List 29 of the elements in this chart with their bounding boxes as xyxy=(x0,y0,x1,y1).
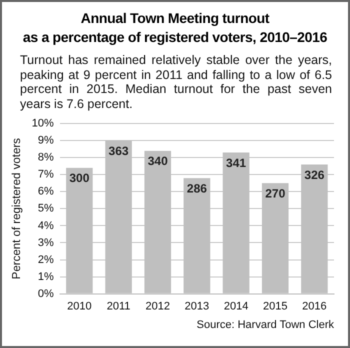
y-tick-label: 1% xyxy=(38,270,54,283)
annotation: 326 xyxy=(304,168,325,182)
y-tick-label: 7% xyxy=(38,168,54,181)
y-tick-label: 10% xyxy=(32,118,54,130)
annotation: 300 xyxy=(69,171,90,186)
annotation: 270 xyxy=(265,186,286,200)
y-tick-label: 5% xyxy=(38,202,54,215)
y-tick-label: 3% xyxy=(38,236,54,249)
x-tick-label: 2011 xyxy=(106,300,130,312)
x-tick-label: 2014 xyxy=(224,300,248,312)
chart-subtitle: Turnout has remained relatively stable over the years, peaking at 9 percent in 2011 and falling to a low of 6.5 percent in 2015. Median turnout for the past seven years is 7.6 percent. xyxy=(20,53,332,111)
annotation: 341 xyxy=(226,156,246,170)
annotation: 286 xyxy=(186,181,208,196)
y-tick-label: 2% xyxy=(38,254,54,266)
x-tick-label: 2012 xyxy=(145,300,170,312)
y-tick-label: 9% xyxy=(38,134,54,147)
y-tick-label: 0% xyxy=(38,288,54,300)
source-note: Source: Harvard Town Clerk xyxy=(196,319,334,331)
x-tick-label: 2016 xyxy=(302,300,327,312)
x-tick-label: 2013 xyxy=(184,300,210,312)
y-tick-label: 4% xyxy=(38,220,54,232)
y-tick-label: 6% xyxy=(38,186,54,198)
y-axis-title: Percent of registered voters xyxy=(11,138,24,280)
x-tick-label: 2015 xyxy=(263,300,288,312)
y-tick-label: 8% xyxy=(38,152,54,164)
annotation: 363 xyxy=(108,144,129,158)
x-tick-label: 2010 xyxy=(67,300,92,312)
annotation: 340 xyxy=(148,154,168,168)
chart-title: Annual Town Meeting turnout as a percentage of registered voters, 2010–2016 xyxy=(22,9,328,47)
